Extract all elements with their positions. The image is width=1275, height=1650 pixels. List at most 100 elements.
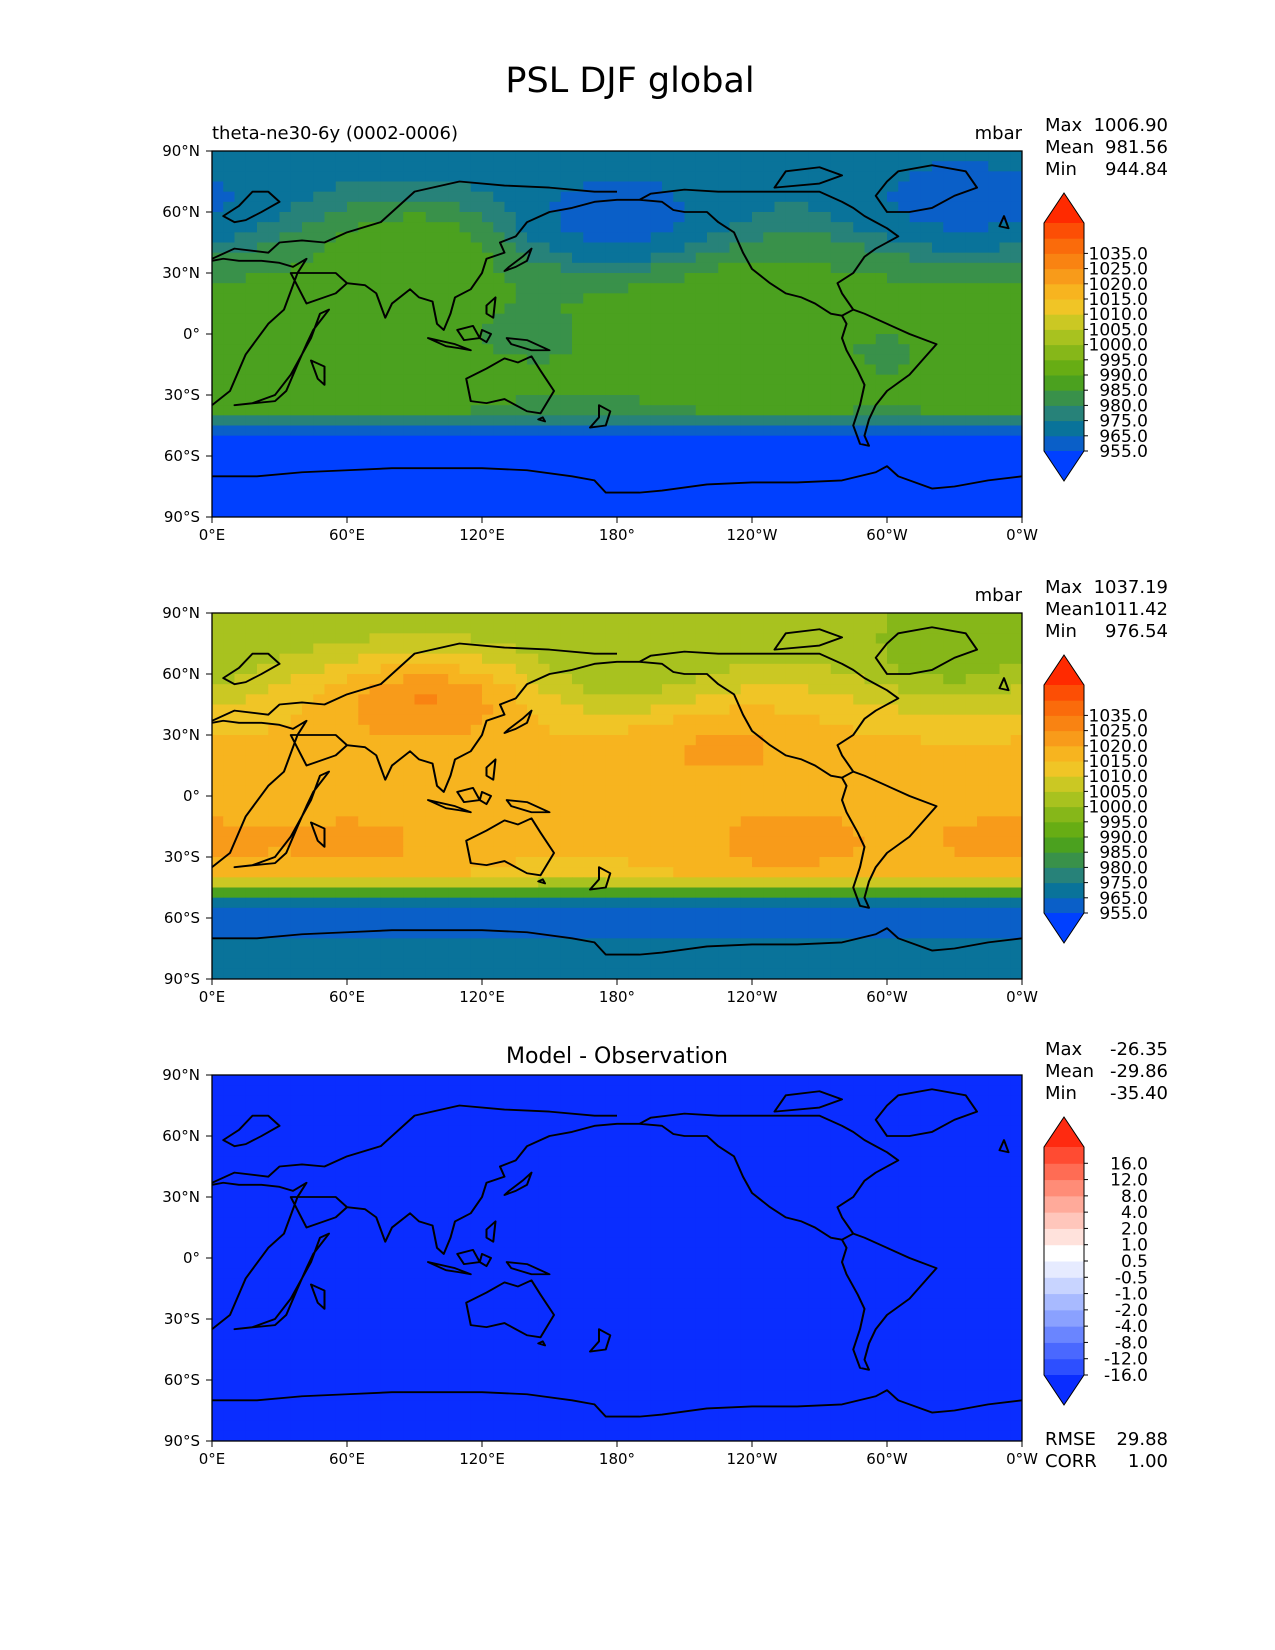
field-cell bbox=[1010, 785, 1023, 797]
field-cell bbox=[279, 704, 292, 716]
field-cell bbox=[493, 303, 505, 315]
field-cell bbox=[268, 826, 280, 838]
field-cell bbox=[729, 816, 742, 827]
field-cell bbox=[864, 354, 877, 365]
field-cell bbox=[932, 755, 944, 766]
field-cell bbox=[212, 714, 224, 726]
field-cell bbox=[527, 435, 539, 447]
field-cell bbox=[1010, 796, 1023, 807]
field-cell bbox=[515, 435, 528, 447]
field-cell bbox=[920, 456, 933, 467]
field-cell bbox=[538, 323, 550, 335]
field-cell bbox=[965, 796, 978, 807]
field-cell bbox=[459, 907, 472, 919]
field-cell bbox=[920, 643, 933, 655]
field-cell bbox=[932, 633, 944, 644]
field-cell bbox=[335, 313, 348, 325]
field-cell bbox=[628, 907, 640, 919]
y-tick-label: 90°N bbox=[162, 142, 200, 160]
field-cell bbox=[538, 704, 550, 716]
field-cell bbox=[909, 232, 922, 243]
field-cell bbox=[887, 765, 899, 777]
field-cell bbox=[707, 694, 719, 705]
field-cell bbox=[954, 653, 967, 665]
field-cell bbox=[459, 303, 472, 315]
field-cell bbox=[999, 857, 1012, 868]
field-cell bbox=[290, 151, 303, 162]
field-cell bbox=[594, 816, 607, 827]
field-cell bbox=[414, 613, 427, 624]
field-cell bbox=[572, 384, 584, 396]
field-cell bbox=[504, 374, 517, 386]
field-cell bbox=[639, 252, 652, 264]
field-cell bbox=[639, 384, 652, 396]
field-cell bbox=[1010, 765, 1023, 777]
field-cell bbox=[245, 663, 258, 675]
field-cell bbox=[797, 466, 809, 477]
field-cell bbox=[223, 334, 235, 345]
field-cell bbox=[785, 724, 798, 736]
field-cell bbox=[864, 928, 877, 939]
x-tick-label: 0°W bbox=[1006, 526, 1038, 544]
field-cell bbox=[347, 918, 359, 929]
field-cell bbox=[369, 151, 382, 162]
field-cell bbox=[290, 633, 303, 644]
field-cell bbox=[358, 232, 370, 243]
field-cell bbox=[695, 796, 708, 807]
field-cell bbox=[605, 384, 618, 396]
field-cell bbox=[572, 374, 584, 386]
field-cell bbox=[729, 273, 742, 284]
field-cell bbox=[785, 232, 798, 243]
field-cell bbox=[245, 623, 258, 634]
field-cell bbox=[605, 151, 618, 162]
field-cell bbox=[977, 735, 989, 746]
field-cell bbox=[538, 232, 550, 243]
field-cell bbox=[875, 857, 888, 868]
field-cell bbox=[808, 765, 820, 777]
field-cell bbox=[257, 643, 269, 655]
field-cell bbox=[684, 633, 697, 644]
field-cell bbox=[785, 897, 798, 909]
field-cell bbox=[875, 867, 888, 878]
field-cell bbox=[628, 252, 640, 264]
field-cell bbox=[695, 785, 708, 797]
colorbar-label: 985.0 bbox=[1099, 381, 1148, 401]
field-cell bbox=[234, 623, 247, 634]
field-cell bbox=[223, 674, 235, 685]
field-cell bbox=[425, 684, 438, 695]
field-cell bbox=[819, 745, 832, 756]
field-cell bbox=[977, 201, 989, 213]
field-cell bbox=[695, 714, 708, 726]
field-cell bbox=[909, 354, 922, 365]
field-cell bbox=[887, 425, 899, 437]
field-cell bbox=[639, 613, 652, 624]
field-cell bbox=[729, 222, 742, 233]
field-cell bbox=[639, 161, 652, 172]
field-cell bbox=[763, 242, 775, 254]
field-cell bbox=[673, 303, 685, 315]
field-cell bbox=[369, 334, 382, 345]
field-cell bbox=[448, 161, 460, 172]
field-cell bbox=[909, 506, 922, 518]
field-cell bbox=[763, 857, 775, 868]
field-cell bbox=[785, 907, 798, 919]
field-cell bbox=[470, 232, 483, 243]
field-cell bbox=[797, 201, 809, 213]
field-cell bbox=[302, 222, 314, 233]
field-cell bbox=[887, 334, 899, 345]
field-cell bbox=[943, 476, 955, 487]
field-cell bbox=[954, 907, 967, 919]
field-cell bbox=[718, 191, 730, 203]
field-cell bbox=[212, 303, 224, 315]
field-cell bbox=[470, 877, 483, 888]
field-cell bbox=[482, 887, 494, 899]
field-cell bbox=[628, 724, 640, 736]
field-cell bbox=[819, 374, 832, 386]
field-cell bbox=[437, 867, 449, 878]
field-cell bbox=[650, 293, 663, 304]
field-cell bbox=[853, 323, 865, 335]
field-cell bbox=[999, 395, 1012, 406]
field-cell bbox=[718, 887, 730, 899]
field-cell bbox=[830, 785, 843, 797]
field-cell bbox=[560, 435, 573, 447]
